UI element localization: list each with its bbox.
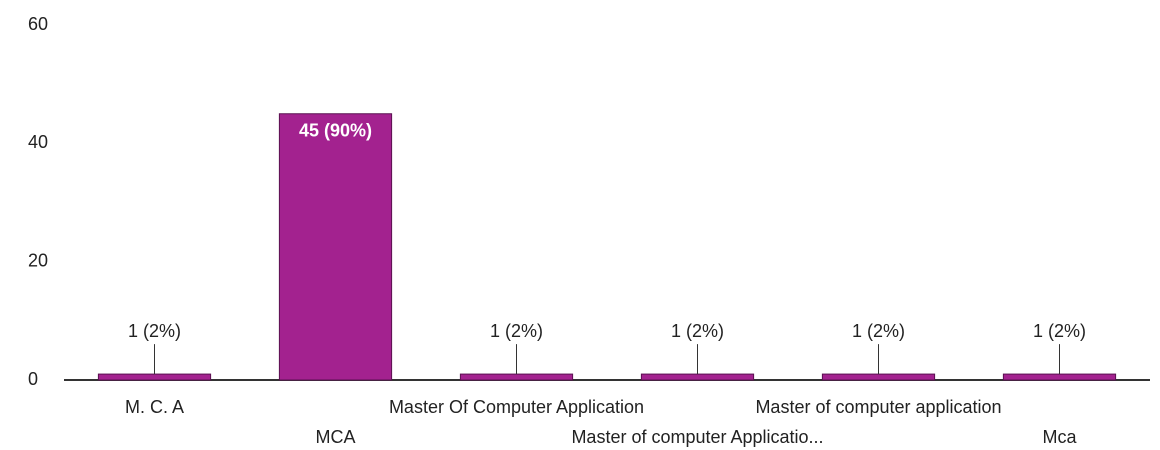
value-label: 1 (2%) xyxy=(490,321,543,341)
value-label: 45 (90%) xyxy=(299,121,372,141)
x-tick-label: Master Of Computer Application xyxy=(389,397,644,417)
bar xyxy=(459,373,574,381)
y-tick-label: 0 xyxy=(28,369,38,389)
y-tick-label: 20 xyxy=(28,250,48,270)
bar xyxy=(640,373,755,381)
bar xyxy=(1002,373,1117,381)
x-tick-label: M. C. A xyxy=(125,397,184,417)
value-label: 1 (2%) xyxy=(671,321,724,341)
value-label: 1 (2%) xyxy=(1033,321,1086,341)
x-tick-label: Master of computer Applicatio... xyxy=(571,427,823,447)
bar xyxy=(821,373,936,381)
y-tick-label: 40 xyxy=(28,132,48,152)
x-tick-label: Master of computer application xyxy=(755,397,1001,417)
value-label: 1 (2%) xyxy=(852,321,905,341)
bar xyxy=(97,373,212,381)
y-tick-label: 60 xyxy=(28,14,48,34)
x-tick-label: MCA xyxy=(316,427,356,447)
x-tick-label: Mca xyxy=(1042,427,1077,447)
bar xyxy=(278,113,393,381)
value-label: 1 (2%) xyxy=(128,321,181,341)
